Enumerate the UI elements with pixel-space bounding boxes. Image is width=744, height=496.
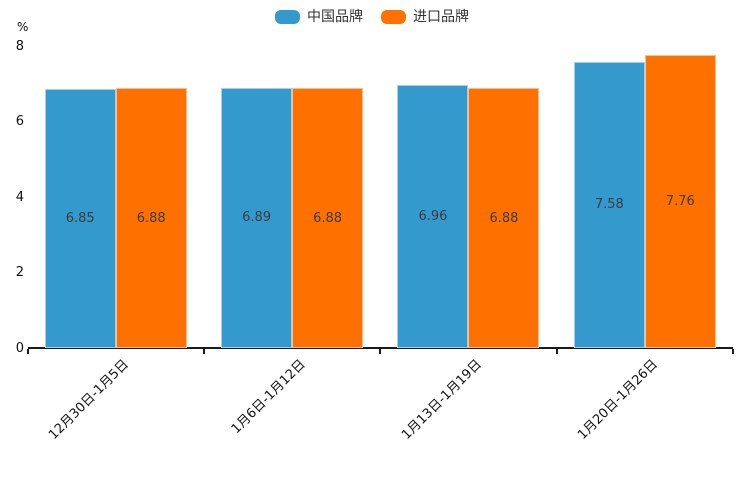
bar-进口品牌-1月6日-1月12日[interactable]: [292, 88, 364, 348]
y-axis-tick-label: 8: [15, 38, 24, 54]
x-axis-category-label: 1月20日-1月26日: [575, 357, 662, 443]
y-axis-tick-label: 2: [15, 265, 24, 280]
x-axis-category-label: 1月6日-1月12日: [228, 357, 309, 437]
x-axis-tick-mark: [732, 349, 734, 354]
bar-中国品牌-1月6日-1月12日[interactable]: [221, 87, 293, 348]
x-axis-tick-mark: [379, 349, 382, 354]
y-axis-unit-label: %: [17, 20, 29, 34]
bar-中国品牌-1月20日-1月26日[interactable]: [573, 61, 645, 348]
legend-item-china-brand[interactable]: 中国品牌: [275, 10, 363, 24]
legend-label-import-brand: 进口品牌: [413, 9, 469, 25]
y-axis-tick-label: 6: [15, 114, 24, 129]
legend-label-china-brand: 中国品牌: [307, 9, 363, 25]
chart-legend: 中国品牌 进口品牌: [0, 6, 744, 28]
x-axis-category-label: 1月13日-1月19日: [399, 357, 486, 443]
y-axis-tick-label: 0: [15, 340, 24, 356]
bar-进口品牌-1月13日-1月19日[interactable]: [468, 88, 540, 348]
y-axis-tick-label: 4: [15, 189, 24, 205]
x-axis-tick-mark: [202, 349, 205, 354]
bar-进口品牌-1月20日-1月26日[interactable]: [644, 55, 716, 348]
legend-swatch-china-brand: [275, 10, 300, 24]
bar-进口品牌-12月30日-1月5日[interactable]: [115, 88, 187, 348]
x-axis-tick-mark: [555, 349, 558, 354]
legend-swatch-import-brand: [381, 10, 406, 24]
legend-item-import-brand[interactable]: 进口品牌: [381, 10, 469, 24]
x-axis-tick-mark: [26, 349, 29, 354]
x-axis-line: [27, 347, 733, 349]
bar-中国品牌-1月13日-1月19日[interactable]: [397, 85, 469, 348]
x-axis-category-label: 12月30日-1月5日: [46, 357, 133, 443]
bar-中国品牌-12月30日-1月5日[interactable]: [44, 89, 116, 348]
